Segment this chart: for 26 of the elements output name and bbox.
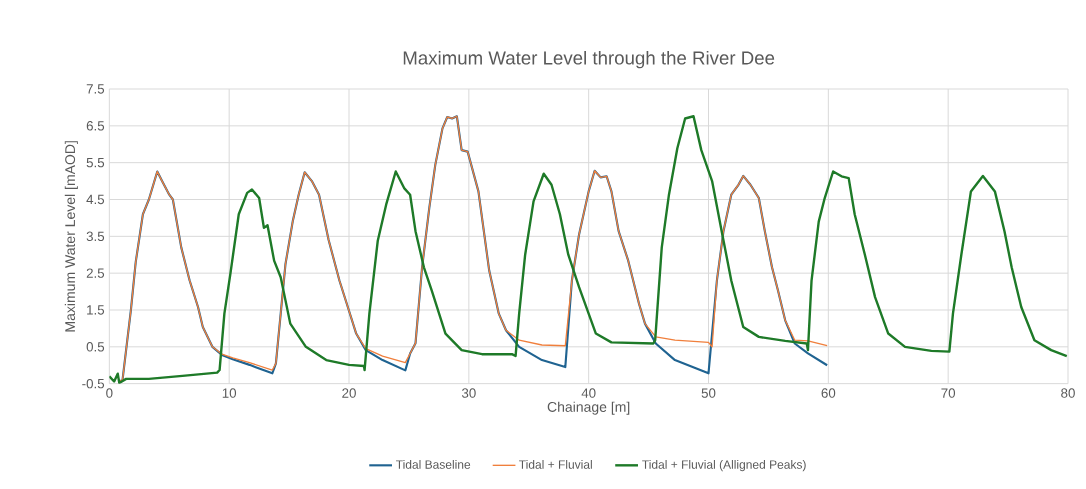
- chart-title: Maximum Water Level through the River Dee: [403, 50, 775, 69]
- y-tick-label: 3.5: [86, 231, 105, 242]
- x-axis-title: Chainage [m]: [547, 401, 630, 415]
- y-tick-label: 0.5: [86, 342, 105, 352]
- x-tick-label: 0: [106, 388, 113, 398]
- legend-label: Tidal + Fluvial: [519, 459, 592, 469]
- x-tick-label: 60: [821, 388, 836, 398]
- x-tick-label: 30: [461, 388, 476, 398]
- line-series: [109, 115, 1068, 384]
- line-series: [118, 115, 829, 383]
- y-tick-label: 4.5: [86, 194, 105, 205]
- y-axis-title: Maximum Water Level [mAOD]: [64, 141, 78, 332]
- x-tick-label: 10: [222, 388, 237, 398]
- x-tick-label: 40: [581, 388, 596, 398]
- y-tick-label: -0.5: [82, 378, 105, 389]
- x-tick-label: 50: [701, 388, 716, 398]
- legend-label: Tidal + Fluvial (Alligned Peaks): [642, 459, 806, 472]
- x-tick-label: 80: [1061, 388, 1075, 398]
- x-tick-label: 70: [941, 388, 956, 398]
- x-tick-label: 20: [342, 388, 356, 398]
- y-tick-label: 5.5: [86, 158, 105, 168]
- y-tick-label: 6.5: [86, 121, 105, 131]
- legend-label: Tidal Baseline: [396, 459, 471, 469]
- y-tick-label: 1.5: [87, 305, 105, 315]
- y-tick-label: 7.5: [86, 84, 105, 94]
- y-tick-label: 2.5: [86, 268, 105, 278]
